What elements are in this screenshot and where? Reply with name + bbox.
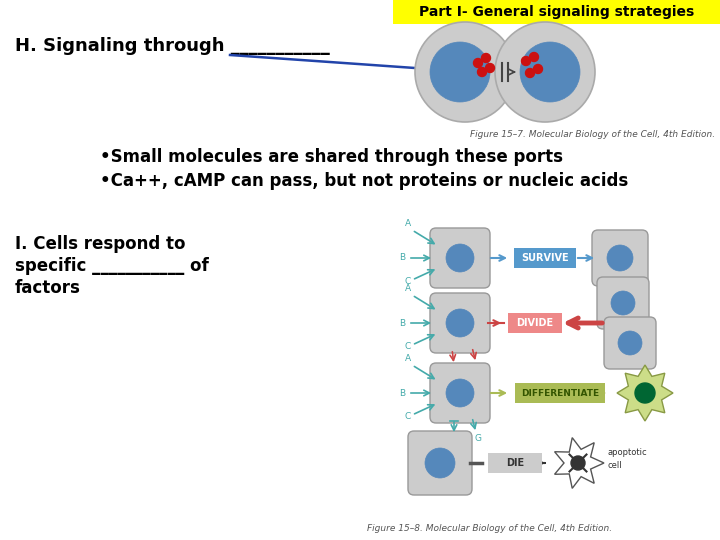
FancyBboxPatch shape (604, 317, 656, 369)
Circle shape (485, 64, 495, 72)
Text: E: E (475, 364, 481, 373)
Text: A: A (405, 354, 411, 363)
Text: C: C (405, 342, 411, 351)
Text: DIVIDE: DIVIDE (516, 318, 554, 328)
Text: B: B (399, 319, 405, 327)
Circle shape (571, 456, 585, 470)
Text: G: G (474, 434, 482, 443)
FancyBboxPatch shape (508, 313, 562, 333)
FancyBboxPatch shape (430, 363, 490, 423)
Text: apoptotic: apoptotic (608, 448, 647, 457)
FancyBboxPatch shape (430, 228, 490, 288)
Text: Figure 15–7. Molecular Biology of the Cell, 4th Edition.: Figure 15–7. Molecular Biology of the Ce… (470, 130, 715, 139)
Text: Part I- General signaling strategies: Part I- General signaling strategies (419, 5, 694, 19)
Text: specific ___________ of: specific ___________ of (15, 257, 209, 275)
Circle shape (635, 383, 655, 403)
Circle shape (446, 244, 474, 272)
Text: C: C (405, 277, 411, 286)
FancyBboxPatch shape (514, 248, 576, 268)
Circle shape (446, 379, 474, 407)
Circle shape (534, 64, 542, 73)
Circle shape (482, 53, 490, 63)
Circle shape (521, 57, 531, 65)
Circle shape (611, 291, 635, 315)
Text: cell: cell (608, 461, 623, 470)
Circle shape (526, 69, 534, 78)
Polygon shape (554, 437, 604, 488)
Circle shape (477, 68, 487, 77)
Polygon shape (617, 365, 673, 421)
Text: DIFFERENTIATE: DIFFERENTIATE (521, 388, 599, 397)
Text: A: A (405, 219, 411, 228)
Text: SURVIVE: SURVIVE (521, 253, 569, 263)
Text: B: B (399, 388, 405, 397)
FancyBboxPatch shape (597, 277, 649, 329)
Circle shape (430, 42, 490, 102)
FancyBboxPatch shape (408, 431, 472, 495)
Circle shape (618, 331, 642, 355)
Bar (393, 0, 720, 24)
Circle shape (425, 448, 455, 478)
Text: A: A (405, 284, 411, 293)
Circle shape (520, 42, 580, 102)
Text: B: B (399, 253, 405, 262)
Circle shape (607, 245, 633, 271)
Text: DIE: DIE (506, 458, 524, 468)
Text: H. Signaling through ___________: H. Signaling through ___________ (15, 37, 330, 55)
FancyBboxPatch shape (592, 230, 648, 286)
Text: I. Cells respond to: I. Cells respond to (15, 235, 186, 253)
Circle shape (446, 309, 474, 337)
Text: Figure 15–8. Molecular Biology of the Cell, 4th Edition.: Figure 15–8. Molecular Biology of the Ce… (367, 524, 613, 533)
Circle shape (495, 22, 595, 122)
Circle shape (529, 52, 539, 62)
Text: factors: factors (15, 279, 81, 297)
Text: D: D (446, 364, 454, 373)
FancyBboxPatch shape (515, 383, 605, 403)
Circle shape (415, 22, 515, 122)
Text: C: C (405, 412, 411, 421)
FancyBboxPatch shape (430, 293, 490, 353)
Text: F: F (449, 434, 454, 443)
FancyBboxPatch shape (488, 453, 542, 473)
Text: •Ca++, cAMP can pass, but not proteins or nucleic acids: •Ca++, cAMP can pass, but not proteins o… (100, 172, 629, 190)
Text: •Small molecules are shared through these ports: •Small molecules are shared through thes… (100, 148, 563, 166)
Circle shape (474, 58, 482, 68)
